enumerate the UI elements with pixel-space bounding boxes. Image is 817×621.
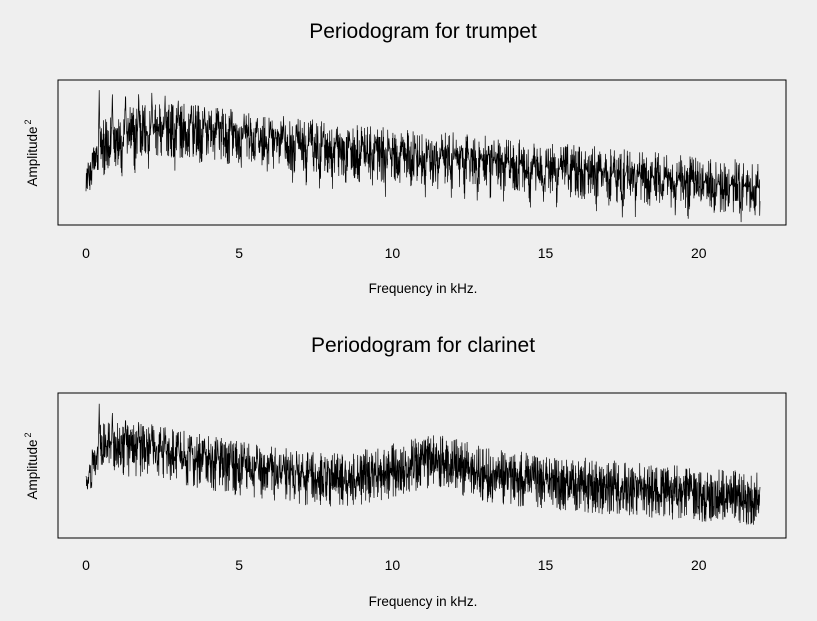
x-tick-label: 5 — [235, 557, 243, 573]
periodogram-line — [85, 403, 761, 525]
chart-panel-1: Periodogram for trumpet 0 5 10 15 20 Frequency… — [23, 20, 787, 296]
x-tick-label: 10 — [385, 557, 401, 573]
x-axis-label: Frequency in kHz. — [369, 281, 478, 296]
x-tick-label: 15 — [538, 245, 554, 261]
y-axis-label-superscript: 2 — [23, 119, 33, 124]
x-tick-label: 15 — [538, 557, 554, 573]
y-axis-label: Amplitude 2 — [23, 119, 40, 186]
x-axis-label: Frequency in kHz. — [369, 594, 478, 609]
y-axis-label-text: Amplitude — [25, 439, 40, 499]
x-tick-label: 0 — [82, 557, 90, 573]
x-tick-label: 10 — [385, 245, 401, 261]
y-axis-label-superscript: 2 — [23, 432, 33, 437]
y-axis-label: Amplitude 2 — [23, 432, 40, 499]
chart-title: Periodogram for clarinet — [311, 334, 535, 357]
x-tick-label: 0 — [82, 245, 90, 261]
plot-frame — [57, 79, 787, 226]
x-tick-label: 20 — [691, 245, 707, 261]
x-tick-label: 5 — [235, 245, 243, 261]
periodogram-line — [85, 90, 761, 223]
y-axis-label-text: Amplitude — [25, 126, 40, 186]
x-tick-label: 20 — [691, 557, 707, 573]
chart-panel-2: Periodogram for clarinet 0 5 10 15 20 Frequenc… — [23, 334, 787, 609]
chart-title: Periodogram for trumpet — [309, 20, 537, 43]
plot-frame — [57, 392, 787, 539]
